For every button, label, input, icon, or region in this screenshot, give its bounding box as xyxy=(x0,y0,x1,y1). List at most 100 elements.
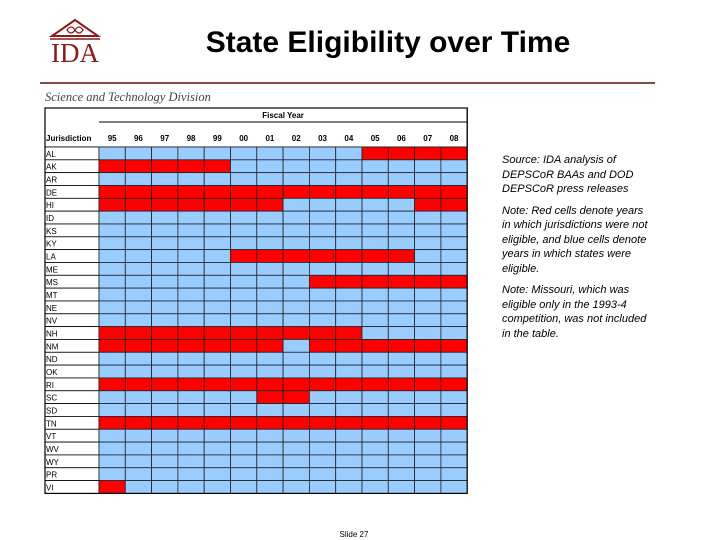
status-cell xyxy=(308,185,337,199)
status-cell xyxy=(361,313,389,328)
status-cell xyxy=(414,274,442,289)
status-cell xyxy=(440,428,468,443)
logo: IDA xyxy=(48,18,102,68)
status-cell xyxy=(335,210,363,225)
status-cell xyxy=(387,185,415,199)
status-cell xyxy=(98,441,126,456)
status-cell xyxy=(151,390,179,404)
jurisdiction: AR xyxy=(46,175,57,184)
status-cell xyxy=(361,480,389,494)
status-cell xyxy=(98,300,126,315)
status-cell xyxy=(151,364,179,379)
column-header: 00 xyxy=(239,134,248,143)
status-cell xyxy=(230,274,258,289)
status-cell xyxy=(203,274,231,289)
status-cell xyxy=(361,236,389,251)
status-cell xyxy=(282,480,310,494)
status-cell xyxy=(124,197,153,212)
status-cell xyxy=(414,185,442,199)
status-cell xyxy=(308,441,337,456)
status-cell xyxy=(361,351,389,366)
status-cell xyxy=(361,185,389,199)
status-cell xyxy=(256,172,284,186)
status-cell xyxy=(414,339,442,353)
notes: Source: IDA analysis of DEPSCoR BAAs and… xyxy=(502,153,654,348)
status-cell xyxy=(335,197,363,212)
status-cell xyxy=(124,274,153,289)
status-cell xyxy=(308,262,337,276)
column-header: 99 xyxy=(213,134,222,143)
status-cell xyxy=(282,403,310,417)
status-cell xyxy=(361,326,389,340)
status-cell xyxy=(256,223,284,238)
status-cell xyxy=(308,210,337,225)
status-cell xyxy=(282,262,310,276)
status-cell xyxy=(387,416,415,430)
status-cell xyxy=(256,274,284,289)
status-cell xyxy=(203,339,231,353)
status-cell xyxy=(440,197,468,212)
status-cell xyxy=(335,377,363,392)
status-cell xyxy=(151,287,179,302)
status-cell xyxy=(124,185,153,199)
status-cell xyxy=(203,454,231,469)
status-cell xyxy=(203,223,231,238)
status-cell xyxy=(440,326,468,340)
jurisdiction: KS xyxy=(46,227,57,236)
status-cell xyxy=(308,428,337,443)
status-cell xyxy=(308,480,337,494)
status-cell xyxy=(361,172,389,186)
jurisdiction: MS xyxy=(46,278,58,287)
status-cell xyxy=(203,197,231,212)
status-cell xyxy=(151,274,179,289)
status-cell xyxy=(414,159,442,174)
status-cell xyxy=(124,390,153,404)
status-cell xyxy=(124,262,153,276)
status-cell xyxy=(440,454,468,469)
status-cell xyxy=(151,441,179,456)
status-cell xyxy=(98,287,126,302)
status-cell xyxy=(230,428,258,443)
jurisdiction: WV xyxy=(46,445,60,454)
jurisdiction: SC xyxy=(46,394,57,403)
status-cell xyxy=(230,351,258,366)
status-cell xyxy=(440,416,468,430)
status-cell xyxy=(414,377,442,392)
status-cell xyxy=(151,185,179,199)
status-cell xyxy=(440,262,468,276)
status-cell xyxy=(256,416,284,430)
status-cell xyxy=(124,339,153,353)
status-cell xyxy=(177,274,205,289)
status-cell xyxy=(414,197,442,212)
header-bg xyxy=(44,107,468,148)
status-cell xyxy=(256,249,284,263)
status-cell xyxy=(440,480,468,494)
eligibility-table: Fiscal Year Jurisdiction 95 96 97 98 99 00 01 02 0… xyxy=(44,107,468,495)
status-cell xyxy=(335,300,363,315)
status-cell xyxy=(361,454,389,469)
status-cell xyxy=(361,223,389,238)
status-cell xyxy=(335,454,363,469)
status-cell xyxy=(335,236,363,251)
status-cell xyxy=(203,364,231,379)
status-cell xyxy=(124,364,153,379)
status-cell xyxy=(203,236,231,251)
status-cell xyxy=(177,390,205,404)
status-cell xyxy=(124,249,153,263)
status-cell xyxy=(256,159,284,174)
status-cell xyxy=(440,159,468,174)
status-cell xyxy=(282,223,310,238)
status-cell xyxy=(230,172,258,186)
status-cell xyxy=(230,480,258,494)
status-cell xyxy=(335,313,363,328)
status-cell xyxy=(335,403,363,417)
status-cell xyxy=(98,390,126,404)
status-cell xyxy=(230,287,258,302)
status-cell xyxy=(387,364,415,379)
status-cell xyxy=(414,428,442,443)
status-cell xyxy=(361,300,389,315)
status-cell xyxy=(387,197,415,212)
status-cell xyxy=(361,416,389,430)
status-cell xyxy=(387,441,415,456)
